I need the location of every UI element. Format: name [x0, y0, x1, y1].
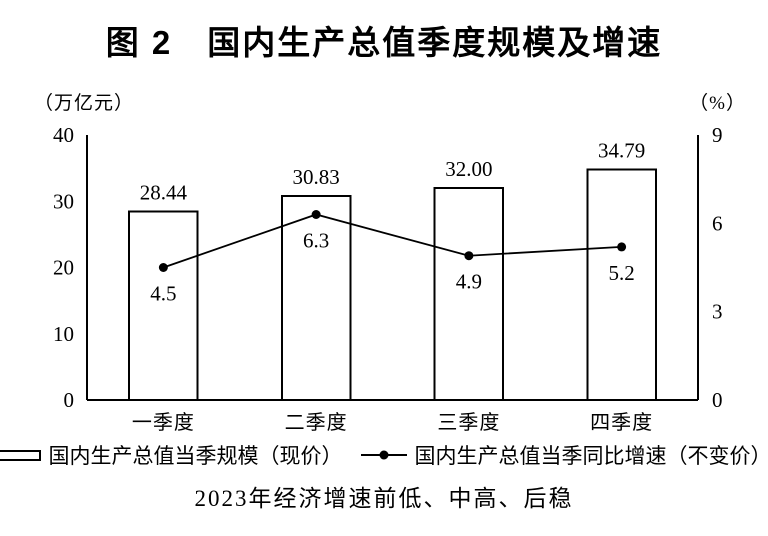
bar-q1	[128, 210, 199, 401]
legend-item-line: 国内生产总值当季同比增速（不变价）	[360, 440, 768, 470]
point-value-label: 5.2	[609, 261, 635, 285]
right-axis-tick-label: 6	[712, 211, 723, 235]
bar-legend-label: 国内生产总值当季规模（现价）	[48, 444, 343, 468]
bar-q4	[586, 168, 657, 401]
growth-line	[163, 213, 622, 269]
right-axis-tick-label: 3	[712, 300, 723, 324]
line-legend-swatch	[360, 448, 407, 462]
right-axis-tick-label: 9	[712, 123, 723, 147]
category-label: 二季度	[285, 411, 348, 434]
left-axis-unit: （万亿元）	[34, 93, 135, 114]
bar-value-label: 30.83	[293, 165, 340, 189]
category-label: 一季度	[132, 411, 195, 434]
right-axis-unit: （%）	[689, 93, 746, 114]
data-point-q2	[311, 210, 321, 219]
figure-caption: 2023年经济增速前低、中高、后稳	[194, 486, 574, 511]
left-axis-tick-label: 0	[64, 388, 75, 412]
bar-value-label: 34.79	[598, 139, 645, 163]
category-label: 四季度	[590, 411, 653, 434]
left-axis-tick-label: 40	[53, 123, 74, 147]
left-axis-tick-label: 10	[53, 322, 74, 346]
category-label: 三季度	[437, 411, 500, 434]
left-axis-tick-label: 30	[53, 189, 74, 213]
data-point-q3	[464, 251, 474, 261]
bar-value-label: 32.00	[445, 157, 492, 181]
point-value-label: 4.9	[456, 270, 482, 294]
line-legend-label: 国内生产总值当季同比增速（不变价）	[414, 444, 768, 468]
left-axis-tick-label: 20	[53, 256, 74, 280]
legend: 国内生产总值当季规模（现价） 国内生产总值当季同比增速（不变价）	[0, 442, 768, 468]
chart-title: 图 2 国内生产总值季度规模及增速	[105, 24, 663, 61]
chart-canvas: 28.44 30.83 32.00 34.79 0 10 20 30 40 0 3 6 9 一季度 二季度 三…	[53, 123, 723, 434]
data-point-q1	[158, 263, 168, 272]
data-point-q4	[617, 242, 627, 252]
bar-value-label: 28.44	[140, 181, 188, 205]
bars-group: 28.44 30.83 32.00 34.79	[128, 139, 657, 401]
legend-item-bar: 国内生产总值当季规模（现价）	[0, 440, 343, 470]
bar-q2	[280, 194, 352, 401]
right-axis-tick-label: 0	[712, 388, 723, 412]
axis-units-row: （万亿元） （%）	[0, 88, 768, 114]
point-value-label: 4.5	[150, 282, 176, 306]
point-value-label: 6.3	[303, 229, 329, 253]
line-group: 4.5 6.3 4.9 5.2	[150, 210, 635, 306]
axes-group: 0 10 20 30 40 0 3 6 9 一季度 二季度 三季度 四季度	[53, 123, 723, 434]
bar-q3	[433, 187, 505, 401]
bar-legend-swatch	[0, 449, 41, 461]
